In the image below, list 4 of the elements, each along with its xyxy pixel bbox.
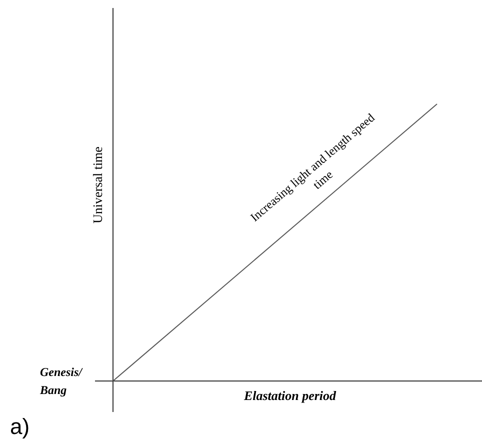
x-axis-title: Elastation period (242, 388, 337, 403)
text: a) (10, 414, 30, 439)
annotation: Genesis/ Bang (39, 365, 84, 397)
y-axis-title: Universal time (90, 146, 105, 224)
